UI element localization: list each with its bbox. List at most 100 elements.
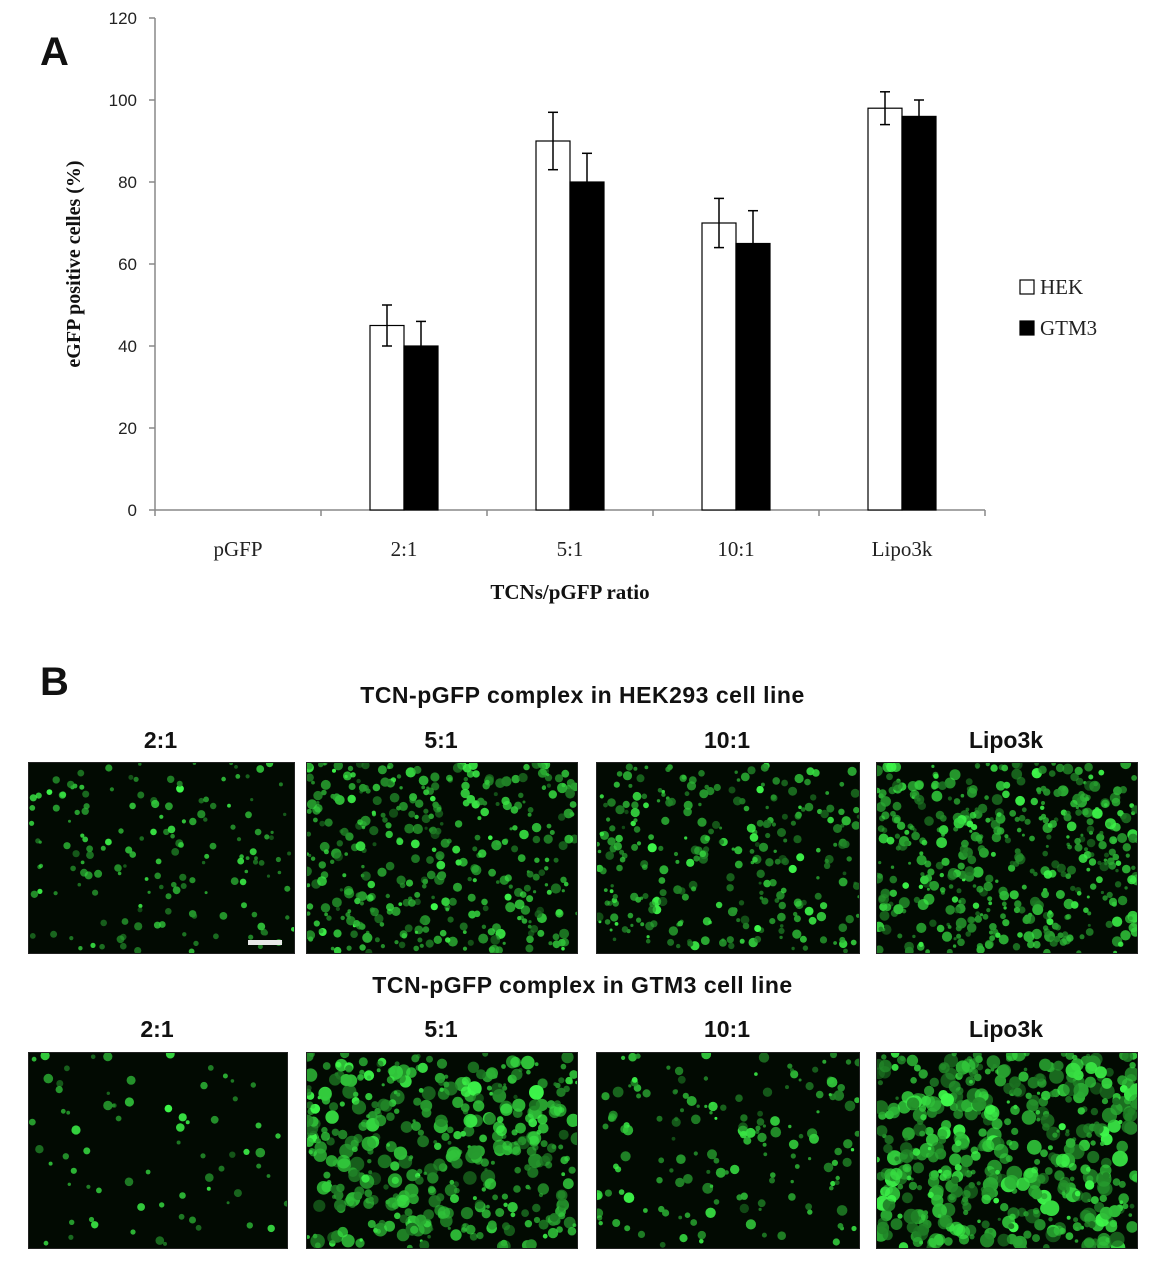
gfp-cell [1048, 1217, 1053, 1222]
gfp-cell [351, 1100, 367, 1115]
gfp-cell [29, 1118, 36, 1126]
gfp-cell [352, 1146, 358, 1153]
gfp-cell [896, 821, 906, 830]
gfp-cell [881, 811, 890, 820]
gfp-cell [823, 862, 831, 869]
gfp-cell [449, 1179, 455, 1185]
gfp-cell [648, 834, 654, 840]
gfp-cell [774, 898, 780, 903]
gfp-cell [1063, 898, 1074, 910]
gfp-cell [1032, 904, 1044, 916]
gfp-cell [117, 871, 122, 876]
gfp-cell [86, 1184, 91, 1189]
gfp-cell [794, 1164, 800, 1169]
gfp-cell [1069, 1144, 1085, 1160]
gfp-cell [145, 1169, 151, 1175]
gfp-cell [969, 1234, 975, 1240]
gfp-cell [984, 1068, 991, 1075]
gfp-cell [283, 812, 287, 817]
gfp-cell [335, 1061, 341, 1068]
gfp-cell [38, 863, 44, 868]
gfp-cell [957, 862, 965, 870]
gfp-cell [932, 1203, 947, 1219]
gfp-cell [936, 837, 947, 848]
gfp-cell [756, 869, 765, 878]
gfp-cell [507, 1202, 518, 1213]
gfp-cell [358, 1121, 368, 1131]
gfp-cell [524, 1220, 533, 1228]
gfp-cell [380, 944, 385, 949]
gfp-cell [1008, 864, 1016, 872]
gfp-cell [1046, 918, 1054, 926]
gfp-cell [931, 790, 943, 802]
gfp-cell [415, 799, 424, 808]
gfp-cell [906, 1054, 919, 1067]
gfp-cell [275, 1133, 281, 1139]
gfp-cell [394, 1061, 400, 1067]
bar-gtm3 [735, 242, 771, 511]
gfp-cell [490, 935, 501, 945]
gfp-cell [900, 1142, 913, 1155]
gfp-cell [500, 1103, 513, 1116]
gfp-cell [734, 846, 743, 855]
gfp-cell [998, 1064, 1011, 1078]
gfp-cell [613, 781, 620, 788]
gfp-cell [385, 1197, 399, 1211]
gfp-cell [40, 1053, 50, 1061]
gfp-cell [939, 1214, 953, 1228]
gfp-cell [740, 772, 750, 782]
gfp-cell [513, 1094, 518, 1100]
gfp-cell [94, 869, 103, 878]
gfp-cell [1115, 860, 1122, 866]
gfp-cell [1085, 1062, 1098, 1074]
gfp-cell [277, 870, 282, 875]
gfp-cell [1003, 781, 1011, 789]
gfp-cell [503, 1202, 508, 1207]
gfp-cell [801, 899, 807, 906]
gfp-cell [1087, 923, 1091, 927]
gfp-cell [544, 857, 550, 863]
gfp-cell [414, 898, 421, 906]
gfp-cell [333, 763, 343, 771]
gfp-cell [266, 1174, 271, 1178]
gfp-cell [1086, 895, 1090, 899]
gfp-cell [677, 920, 683, 927]
gfp-cell [759, 890, 764, 895]
gfp-cell [902, 1192, 913, 1204]
gfp-cell [424, 826, 428, 830]
gfp-cell [197, 810, 206, 819]
gfp-cell [528, 1153, 543, 1168]
gfp-cell [486, 1204, 490, 1209]
gfp-cell [230, 877, 239, 885]
gfp-cell [962, 1189, 971, 1199]
gfp-cell [1087, 911, 1092, 916]
gfp-cell [608, 1115, 615, 1122]
gfp-cell [759, 896, 764, 900]
gfp-cell [399, 1214, 409, 1224]
gfp-cell [408, 899, 416, 907]
gfp-cell [561, 946, 565, 951]
gfp-cell [518, 792, 524, 798]
gfp-cell [372, 783, 381, 792]
gfp-cell [765, 805, 769, 810]
gfp-cell [820, 902, 828, 910]
gfp-cell [1119, 786, 1127, 794]
gfp-cell [488, 868, 496, 877]
gfp-cell [88, 1216, 95, 1223]
gfp-cell [426, 786, 430, 790]
bar-hek [701, 222, 737, 511]
gfp-cell [1086, 1132, 1092, 1138]
gfp-cell [632, 791, 642, 801]
gfp-cell [256, 1163, 262, 1169]
gfp-cell [106, 1091, 111, 1095]
gfp-cell [454, 820, 463, 828]
gfp-cell [985, 817, 991, 823]
gfp-cell [1080, 793, 1089, 802]
gfp-cell [1065, 1095, 1072, 1103]
gfp-cell [323, 1171, 331, 1179]
gfp-cell [955, 1060, 970, 1075]
gfp-cell [884, 1186, 901, 1202]
gfp-cell [358, 1057, 368, 1067]
gfp-cell [1030, 797, 1038, 806]
gfp-cell [763, 1152, 768, 1157]
